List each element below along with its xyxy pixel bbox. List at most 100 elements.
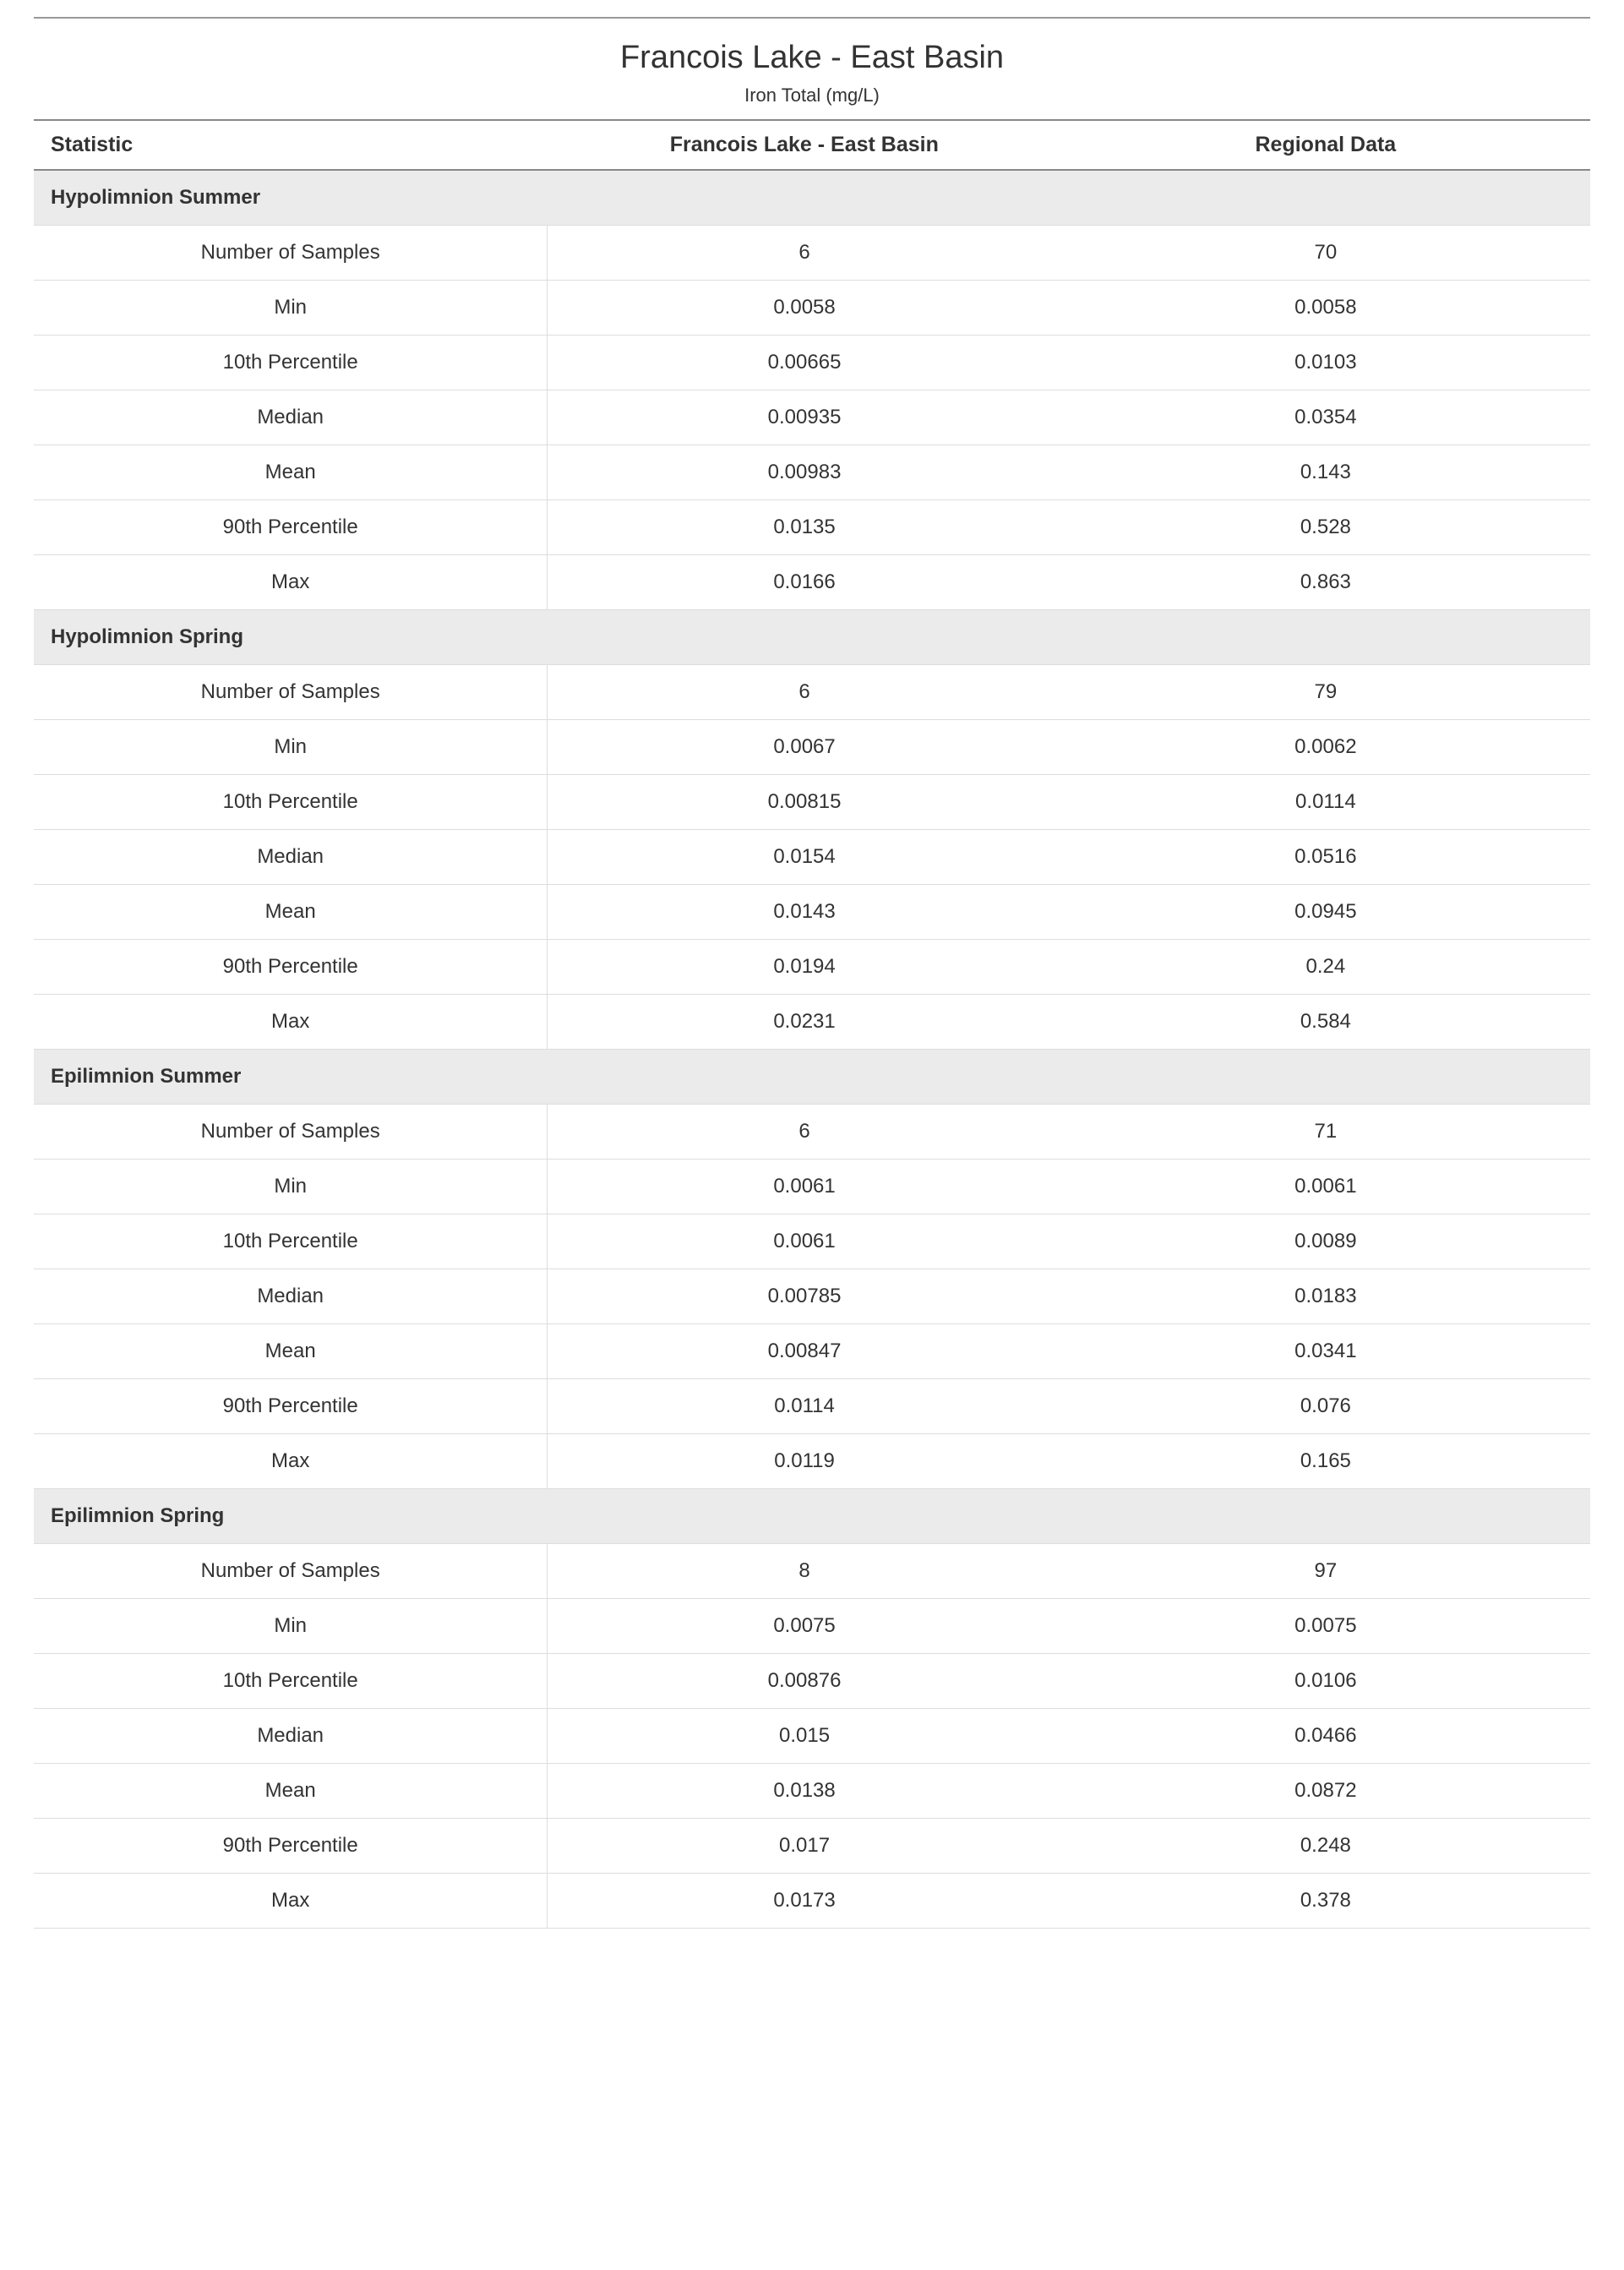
section-header: Hypolimnion Summer (34, 170, 1590, 226)
stat-label: Mean (34, 885, 548, 940)
col-header-site: Francois Lake - East Basin (548, 120, 1061, 170)
table-row: Mean0.01430.0945 (34, 885, 1590, 940)
stat-label: Max (34, 555, 548, 610)
stat-label: Max (34, 995, 548, 1050)
table-header-row: Statistic Francois Lake - East Basin Reg… (34, 120, 1590, 170)
site-value: 0.0061 (548, 1214, 1061, 1269)
site-value: 6 (548, 665, 1061, 720)
section-title: Epilimnion Summer (34, 1050, 1590, 1105)
region-value: 0.24 (1061, 940, 1590, 995)
site-value: 0.0138 (548, 1764, 1061, 1819)
stat-label: Mean (34, 445, 548, 500)
site-value: 0.0061 (548, 1160, 1061, 1214)
table-row: 90th Percentile0.01350.528 (34, 500, 1590, 555)
stat-label: 90th Percentile (34, 940, 548, 995)
region-value: 0.0516 (1061, 830, 1590, 885)
region-value: 0.0114 (1061, 775, 1590, 830)
page-subtitle: Iron Total (mg/L) (34, 85, 1590, 106)
stat-label: Number of Samples (34, 665, 548, 720)
site-value: 0.0154 (548, 830, 1061, 885)
region-value: 79 (1061, 665, 1590, 720)
table-row: Max0.01660.863 (34, 555, 1590, 610)
region-value: 0.0062 (1061, 720, 1590, 775)
table-row: Median0.01540.0516 (34, 830, 1590, 885)
site-value: 0.00876 (548, 1654, 1061, 1709)
stat-label: 90th Percentile (34, 500, 548, 555)
region-value: 0.0354 (1061, 390, 1590, 445)
table-row: Max0.01190.165 (34, 1434, 1590, 1489)
region-value: 0.0089 (1061, 1214, 1590, 1269)
table-row: Median0.007850.0183 (34, 1269, 1590, 1324)
section-title: Hypolimnion Spring (34, 610, 1590, 665)
stat-label: Number of Samples (34, 1105, 548, 1160)
section-title: Epilimnion Spring (34, 1489, 1590, 1544)
region-value: 70 (1061, 226, 1590, 281)
region-value: 0.0341 (1061, 1324, 1590, 1379)
site-value: 6 (548, 226, 1061, 281)
site-value: 0.00815 (548, 775, 1061, 830)
site-value: 0.0058 (548, 281, 1061, 336)
col-header-statistic: Statistic (34, 120, 548, 170)
region-value: 0.0106 (1061, 1654, 1590, 1709)
stats-table: Statistic Francois Lake - East Basin Reg… (34, 119, 1590, 1929)
table-row: 10th Percentile0.006650.0103 (34, 336, 1590, 390)
stat-label: Number of Samples (34, 1544, 548, 1599)
table-row: Median0.0150.0466 (34, 1709, 1590, 1764)
table-row: 10th Percentile0.008150.0114 (34, 775, 1590, 830)
region-value: 0.0945 (1061, 885, 1590, 940)
table-row: Number of Samples679 (34, 665, 1590, 720)
section-title: Hypolimnion Summer (34, 170, 1590, 226)
stat-label: Median (34, 830, 548, 885)
table-row: Min0.00670.0062 (34, 720, 1590, 775)
table-row: 90th Percentile0.0170.248 (34, 1819, 1590, 1874)
site-value: 0.0173 (548, 1874, 1061, 1929)
site-value: 0.015 (548, 1709, 1061, 1764)
region-value: 0.0103 (1061, 336, 1590, 390)
stat-label: Number of Samples (34, 226, 548, 281)
table-row: Number of Samples897 (34, 1544, 1590, 1599)
table-row: Mean0.008470.0341 (34, 1324, 1590, 1379)
region-value: 97 (1061, 1544, 1590, 1599)
stat-label: Mean (34, 1764, 548, 1819)
table-row: Mean0.01380.0872 (34, 1764, 1590, 1819)
section-header: Epilimnion Summer (34, 1050, 1590, 1105)
region-value: 0.584 (1061, 995, 1590, 1050)
stat-label: 10th Percentile (34, 336, 548, 390)
site-value: 0.0135 (548, 500, 1061, 555)
stat-label: Median (34, 1269, 548, 1324)
region-value: 0.378 (1061, 1874, 1590, 1929)
site-value: 8 (548, 1544, 1061, 1599)
site-value: 0.00983 (548, 445, 1061, 500)
region-value: 0.076 (1061, 1379, 1590, 1434)
stat-label: Max (34, 1874, 548, 1929)
site-value: 6 (548, 1105, 1061, 1160)
site-value: 0.00935 (548, 390, 1061, 445)
site-value: 0.0114 (548, 1379, 1061, 1434)
site-value: 0.0067 (548, 720, 1061, 775)
stat-label: Min (34, 281, 548, 336)
table-row: Max0.02310.584 (34, 995, 1590, 1050)
site-value: 0.017 (548, 1819, 1061, 1874)
page-title: Francois Lake - East Basin (34, 40, 1590, 76)
region-value: 0.863 (1061, 555, 1590, 610)
site-value: 0.0075 (548, 1599, 1061, 1654)
section-header: Epilimnion Spring (34, 1489, 1590, 1544)
table-row: 90th Percentile0.01140.076 (34, 1379, 1590, 1434)
region-value: 71 (1061, 1105, 1590, 1160)
table-row: Min0.00750.0075 (34, 1599, 1590, 1654)
stat-label: 90th Percentile (34, 1819, 548, 1874)
region-value: 0.0058 (1061, 281, 1590, 336)
table-row: 90th Percentile0.01940.24 (34, 940, 1590, 995)
region-value: 0.0061 (1061, 1160, 1590, 1214)
table-row: Min0.00580.0058 (34, 281, 1590, 336)
stat-label: Min (34, 720, 548, 775)
col-header-region: Regional Data (1061, 120, 1590, 170)
table-row: Max0.01730.378 (34, 1874, 1590, 1929)
section-header: Hypolimnion Spring (34, 610, 1590, 665)
table-row: 10th Percentile0.00610.0089 (34, 1214, 1590, 1269)
stat-label: 10th Percentile (34, 775, 548, 830)
stat-label: Median (34, 1709, 548, 1764)
site-value: 0.00847 (548, 1324, 1061, 1379)
region-value: 0.0466 (1061, 1709, 1590, 1764)
table-row: Median0.009350.0354 (34, 390, 1590, 445)
